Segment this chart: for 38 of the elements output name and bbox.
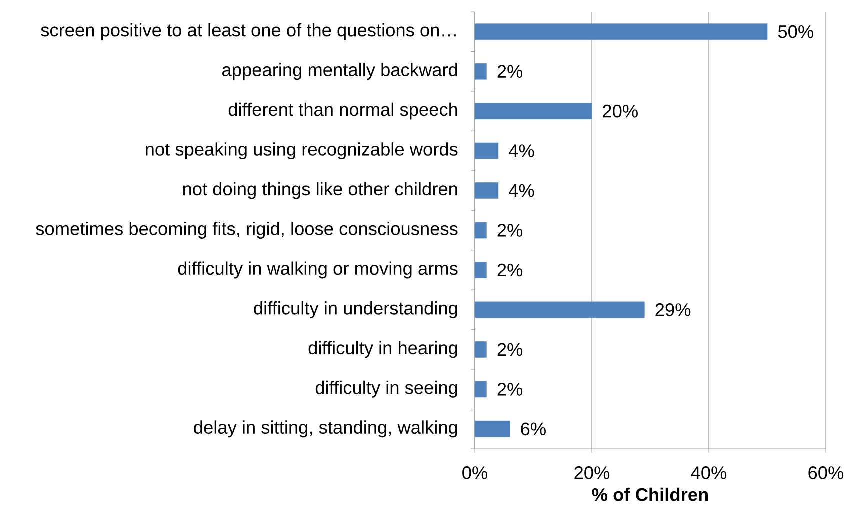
x-tick-label: 20% bbox=[574, 466, 610, 480]
y-tick-label: difficulty in understanding bbox=[254, 301, 458, 318]
x-tick-label: 60% bbox=[808, 466, 844, 480]
y-tick-label: difficulty in walking or moving arms bbox=[178, 262, 458, 279]
y-tick-label: difficulty in hearing bbox=[308, 341, 458, 358]
data-label: 20% bbox=[603, 104, 638, 118]
bar bbox=[474, 222, 487, 239]
bar bbox=[474, 103, 592, 120]
data-label: 6% bbox=[521, 422, 546, 436]
y-tick-label: not doing things like other children bbox=[183, 182, 458, 200]
data-label: 4% bbox=[509, 184, 534, 198]
y-tick-label: different than normal speech bbox=[228, 102, 458, 120]
y-tick-label: not speaking using recognizable words bbox=[146, 142, 458, 160]
data-label: 2% bbox=[498, 224, 523, 237]
data-label: 2% bbox=[498, 343, 523, 356]
bar bbox=[474, 63, 487, 80]
y-tick-label: screen positive to at least one of the questions on… bbox=[41, 23, 456, 40]
data-label: 2% bbox=[498, 264, 523, 277]
y-tick-label: sometimes becoming fits, rigid, loose consciousness bbox=[36, 222, 458, 239]
y-tick-label: appearing mentally backward bbox=[222, 63, 458, 80]
data-label: 29% bbox=[656, 304, 691, 316]
bar bbox=[474, 182, 499, 199]
bar bbox=[474, 262, 487, 278]
y-tick-label: difficulty in seeing bbox=[316, 380, 458, 398]
bar bbox=[474, 381, 487, 398]
bar bbox=[474, 420, 510, 438]
bar bbox=[474, 142, 499, 160]
data-label: 50% bbox=[778, 25, 814, 38]
bar bbox=[474, 24, 768, 40]
x-tick-label: 40% bbox=[691, 466, 727, 480]
data-label: 4% bbox=[509, 144, 534, 158]
data-label: 2% bbox=[498, 383, 523, 396]
data-label: 2% bbox=[498, 65, 523, 78]
x-axis-title: % of Children bbox=[592, 488, 708, 502]
bar bbox=[474, 302, 645, 318]
y-tick-label: delay in sitting, standing, walking bbox=[194, 420, 458, 438]
bar bbox=[474, 341, 487, 358]
x-tick-label: 0% bbox=[462, 466, 488, 480]
